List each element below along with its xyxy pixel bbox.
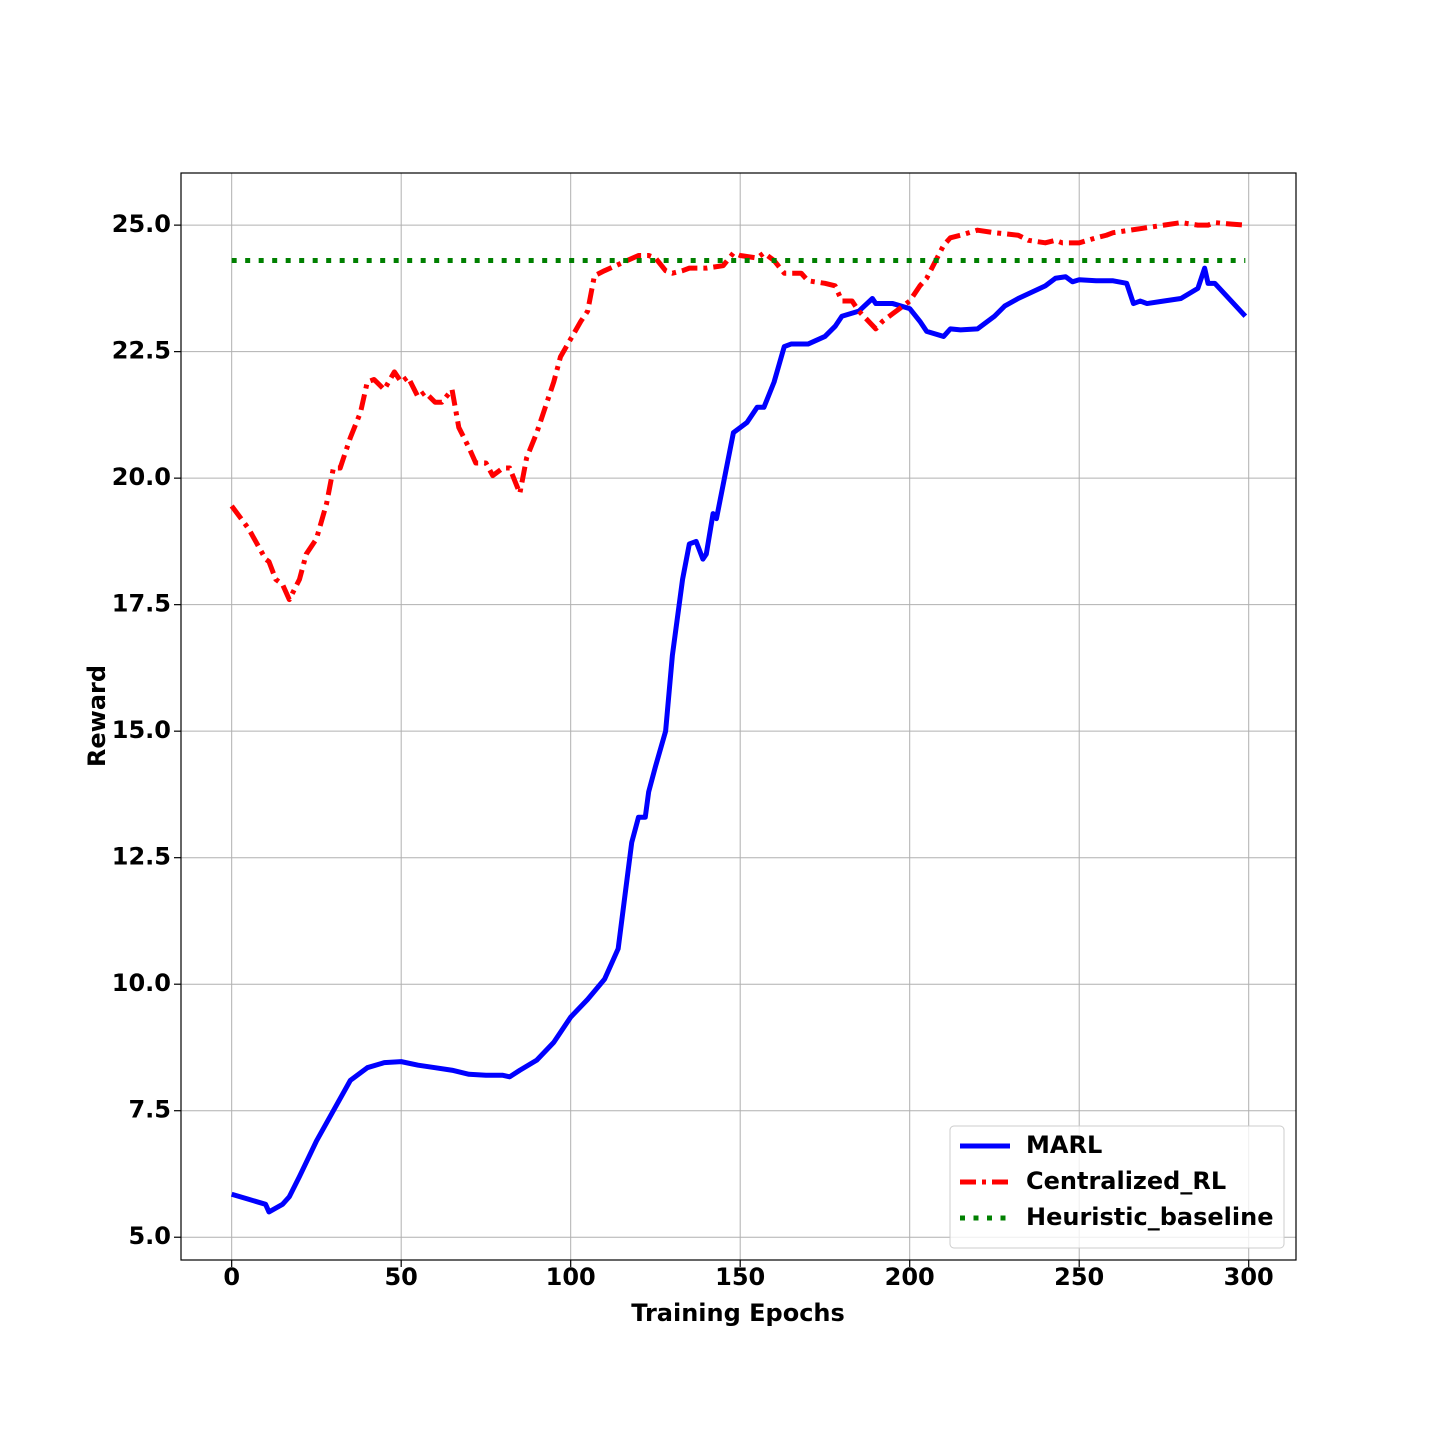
x-tick-label: 150 — [715, 1263, 765, 1291]
y-tick-label: 5.0 — [128, 1222, 171, 1250]
y-tick-label: 25.0 — [112, 210, 171, 238]
y-tick-label: 17.5 — [112, 590, 171, 618]
axes-frame — [180, 172, 1297, 1261]
legend-label: Heuristic_baseline — [1026, 1203, 1273, 1231]
y-tick-label: 22.5 — [112, 337, 171, 365]
y-tick-label: 20.0 — [112, 463, 171, 491]
x-tick-label: 300 — [1224, 1263, 1274, 1291]
y-tick-label: 12.5 — [112, 843, 171, 871]
x-axis-label: Training Epochs — [631, 1299, 845, 1327]
ticks: 0 50 100 150 200 250 300 5.0 7.5 10.0 12.5 15.0 17.5… — [112, 210, 1274, 1291]
legend-label: Centralized_RL — [1026, 1167, 1226, 1195]
lines — [229, 220, 1248, 1215]
legend-box — [949, 1125, 1285, 1249]
y-axis-label: Reward — [83, 665, 111, 767]
y-tick-label: 15.0 — [112, 716, 171, 744]
legend-label: MARL — [1026, 1131, 1102, 1159]
y-tick-label: 7.5 — [128, 1096, 171, 1124]
grid — [181, 173, 1296, 1260]
x-tick-label: 100 — [546, 1263, 596, 1291]
line-series — [230, 265, 1248, 1215]
x-tick-label: 250 — [1054, 1263, 1104, 1291]
y-tick-label: 10.0 — [112, 969, 171, 997]
x-tick-label: 0 — [223, 1263, 240, 1291]
x-tick-label: 50 — [384, 1263, 417, 1291]
line-series — [229, 220, 1246, 603]
x-tick-label: 200 — [885, 1263, 935, 1291]
legend: MARL Centralized_RL Heuristic_baseline — [949, 1125, 1285, 1249]
